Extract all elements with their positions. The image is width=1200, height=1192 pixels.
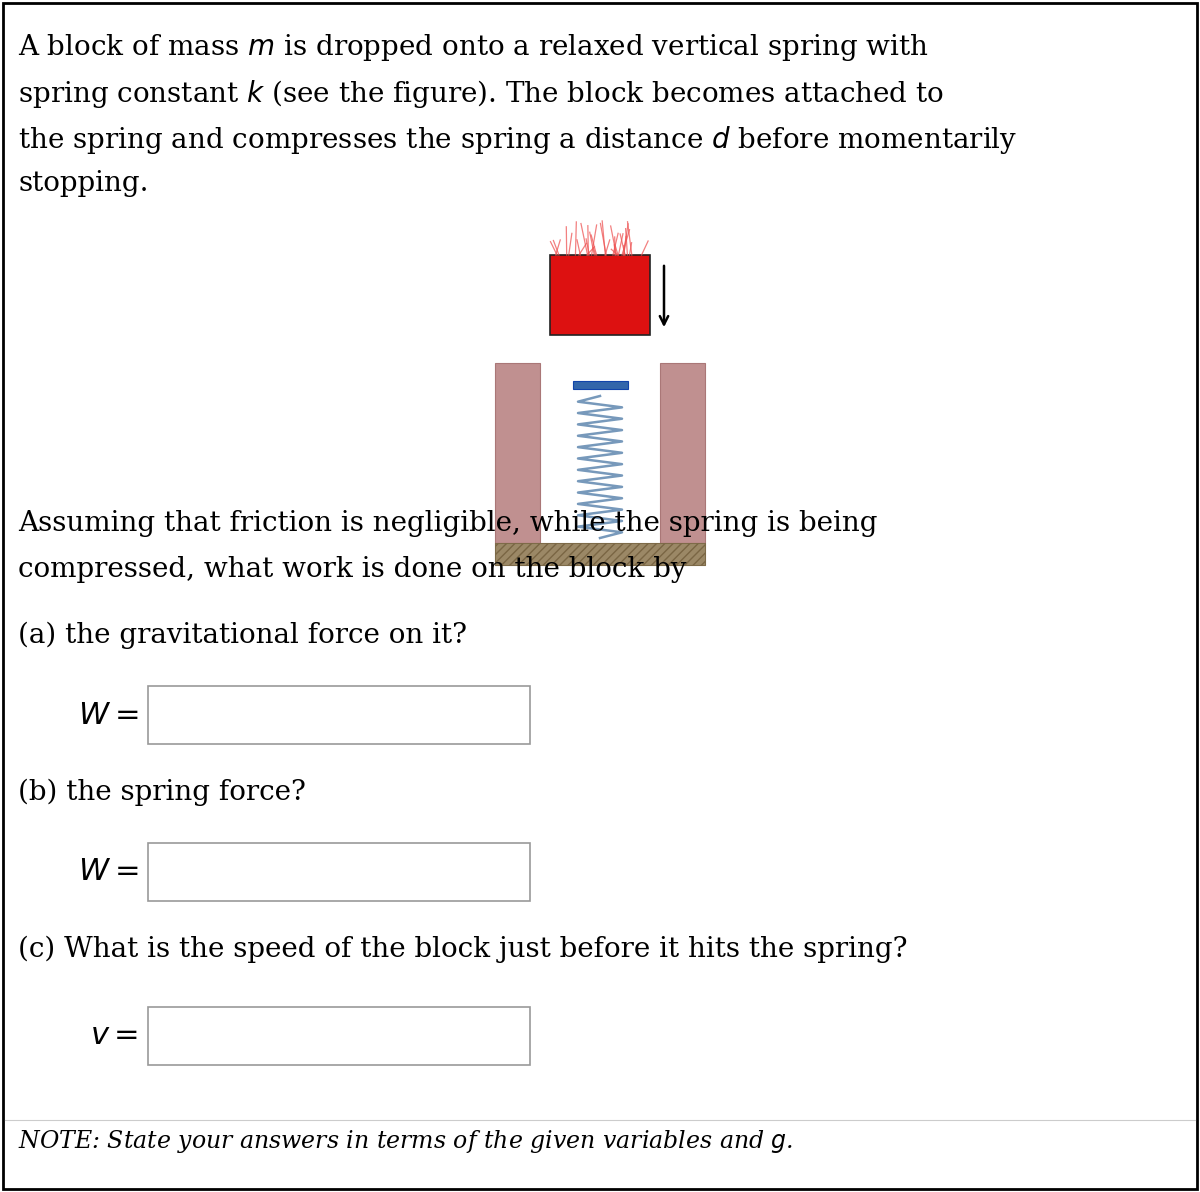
Bar — [148, 1007, 530, 1064]
Text: (c) What is the speed of the block just before it hits the spring?: (c) What is the speed of the block just … — [18, 936, 907, 963]
Bar — [496, 544, 706, 565]
Text: (a) the gravitational force on it?: (a) the gravitational force on it? — [18, 622, 467, 650]
Bar — [148, 843, 530, 901]
Bar — [496, 544, 706, 565]
Text: spring constant $k$ (see the figure). The block becomes attached to: spring constant $k$ (see the figure). Th… — [18, 77, 944, 110]
Text: (b) the spring force?: (b) the spring force? — [18, 780, 306, 806]
Text: Assuming that friction is negligible, while the spring is being: Assuming that friction is negligible, wh… — [18, 510, 877, 538]
Text: the spring and compresses the spring a distance $d$ before momentarily: the spring and compresses the spring a d… — [18, 124, 1018, 156]
Bar — [574, 381, 628, 389]
Text: stopping.: stopping. — [18, 170, 149, 197]
Text: A block of mass $m$ is dropped onto a relaxed vertical spring with: A block of mass $m$ is dropped onto a re… — [18, 32, 929, 63]
Text: $v =$: $v =$ — [90, 1020, 138, 1051]
Text: compressed, what work is done on the block by: compressed, what work is done on the blo… — [18, 555, 686, 583]
Text: $W =$: $W =$ — [78, 700, 138, 731]
Bar — [148, 687, 530, 744]
Text: $W =$: $W =$ — [78, 857, 138, 888]
Bar — [496, 364, 540, 544]
Bar — [550, 255, 650, 335]
Bar — [660, 364, 706, 544]
Text: NOTE: State your answers in terms of the given variables and $g$.: NOTE: State your answers in terms of the… — [18, 1128, 793, 1155]
